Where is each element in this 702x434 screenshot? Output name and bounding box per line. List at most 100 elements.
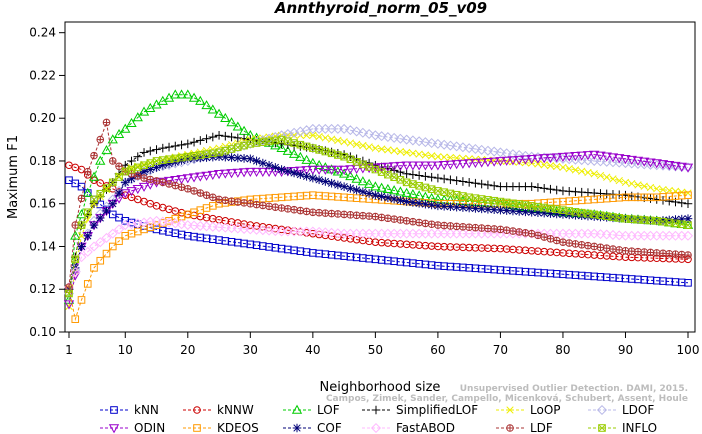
data-point (659, 185, 667, 194)
data-point (77, 182, 86, 191)
data-point (401, 161, 412, 171)
data-point (607, 153, 619, 163)
data-point (590, 170, 598, 178)
data-point (671, 187, 680, 195)
data-point (321, 209, 330, 217)
data-point (509, 227, 517, 235)
data-point (363, 164, 375, 174)
data-point (120, 123, 131, 133)
data-point (176, 219, 187, 230)
data-point (77, 296, 86, 304)
data-point (220, 169, 231, 179)
data-point (309, 131, 317, 139)
series-line-odin (68, 154, 689, 305)
data-point (332, 228, 343, 239)
data-point (533, 183, 543, 192)
data-point (420, 161, 431, 171)
data-point (377, 213, 386, 222)
data-point (171, 181, 180, 190)
data-point (207, 170, 218, 180)
data-point (158, 143, 168, 153)
data-point (457, 142, 468, 153)
data-point (314, 175, 324, 185)
data-point (107, 228, 118, 239)
data-point (327, 135, 336, 143)
data-point (234, 198, 242, 206)
data-point (601, 229, 612, 240)
data-point (388, 185, 400, 195)
data-point (534, 231, 542, 240)
data-point (645, 158, 656, 168)
data-point (177, 208, 186, 217)
data-point (102, 184, 111, 192)
data-point (484, 224, 492, 233)
series-line-fastabod (68, 220, 688, 288)
data-point (590, 242, 599, 251)
data-point (114, 188, 124, 198)
data-point (226, 117, 237, 127)
data-point (133, 172, 142, 180)
data-point (626, 158, 637, 169)
data-point (401, 187, 412, 197)
data-point (438, 161, 450, 171)
data-point (489, 157, 500, 167)
data-point (326, 227, 337, 238)
data-point (576, 155, 587, 166)
data-point (251, 224, 262, 235)
data-point (139, 148, 149, 157)
data-point (363, 178, 375, 188)
data-point (77, 194, 86, 203)
data-point (659, 249, 667, 258)
data-point (315, 132, 323, 141)
data-point (276, 142, 287, 152)
data-point (96, 179, 105, 187)
data-point (458, 177, 468, 186)
data-point (427, 220, 436, 229)
data-point (620, 155, 631, 165)
legend-label: kNNW (217, 403, 254, 417)
data-point (615, 246, 624, 254)
data-point (421, 199, 430, 209)
data-point (465, 223, 473, 232)
x-tick-label: 30 (243, 343, 258, 357)
legend-label: SimplifiedLOF (396, 403, 478, 417)
data-point (396, 147, 405, 156)
x-tick-label: 1 (65, 343, 73, 357)
data-point (639, 157, 650, 167)
data-point (557, 153, 568, 164)
data-point (195, 172, 206, 182)
data-point (132, 184, 143, 195)
data-point (202, 191, 211, 199)
data-point (238, 168, 250, 178)
data-point (559, 238, 567, 247)
legend-item-knnw: kNNW (183, 403, 254, 417)
data-point (607, 229, 618, 240)
data-point (665, 249, 674, 258)
data-point (476, 158, 487, 168)
data-point (332, 166, 344, 176)
legend: kNN kNNW LOF SimplifiedLOF LoOP LDOF ODIN KDEOS… (100, 403, 657, 434)
data-point (407, 135, 418, 146)
data-point (138, 182, 150, 192)
legend-marker (193, 406, 201, 414)
y-tick-label: 0.20 (29, 111, 56, 125)
data-point (240, 199, 248, 207)
data-point (482, 158, 494, 168)
series-line-cof (68, 156, 689, 290)
legend-marker (370, 422, 382, 434)
x-tick-label: 60 (430, 343, 445, 357)
data-point (108, 199, 118, 209)
data-point (158, 203, 167, 212)
data-point (83, 167, 92, 176)
data-point (270, 140, 281, 150)
data-point (190, 187, 198, 195)
data-point (284, 205, 292, 213)
data-point (296, 206, 305, 215)
legend-item-simplifiedlof: SimplifiedLOF (362, 403, 478, 417)
data-point (201, 171, 212, 181)
data-point (320, 165, 331, 175)
data-point (401, 134, 412, 145)
data-point (465, 193, 473, 202)
data-point (339, 182, 349, 191)
data-point (607, 157, 618, 168)
